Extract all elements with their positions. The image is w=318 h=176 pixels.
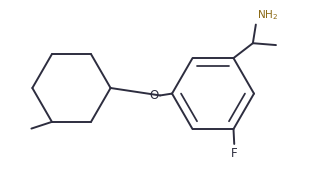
Text: O: O	[149, 89, 159, 102]
Text: F: F	[231, 147, 238, 160]
Text: NH$_2$: NH$_2$	[257, 9, 279, 22]
